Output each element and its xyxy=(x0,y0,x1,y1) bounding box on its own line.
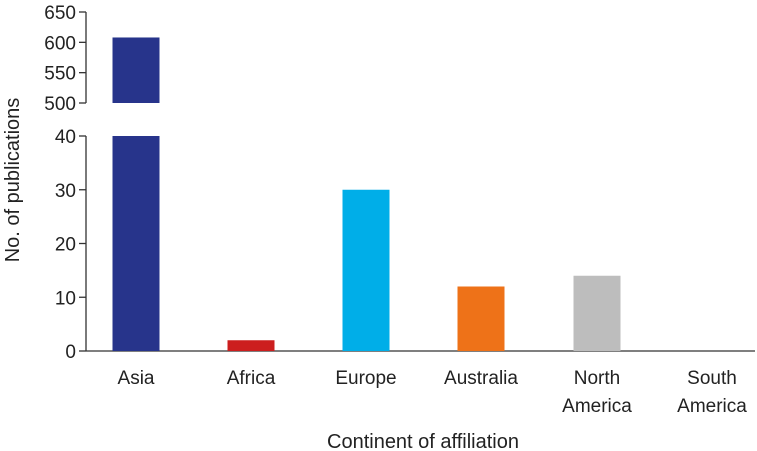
y-lower-tick-label-0: 0 xyxy=(65,342,76,363)
y-lower-tick-label-30: 30 xyxy=(55,181,76,202)
y-upper-tick-label-600: 600 xyxy=(44,33,76,54)
y-upper-tick-label-650: 650 xyxy=(44,3,76,24)
y-lower-tick-label-10: 10 xyxy=(55,288,76,309)
bars xyxy=(112,37,621,351)
bar-asia-upper xyxy=(112,37,160,104)
y-upper-tick-label-500: 500 xyxy=(44,94,76,115)
x-tick-label-north-america: North America xyxy=(562,368,632,417)
y-lower-tick-label-40: 40 xyxy=(55,127,76,148)
y-upper-tick-label-550: 550 xyxy=(44,64,76,85)
x-tick-label-australia: Australia xyxy=(444,368,518,389)
y-axis-upper: 500 550 600 650 xyxy=(44,3,87,115)
y-lower-tick-label-20: 20 xyxy=(55,235,76,256)
x-tick-label-asia: Asia xyxy=(118,368,155,389)
y-axis-lower: 0 10 20 30 40 xyxy=(55,127,87,363)
x-tick-label-africa: Africa xyxy=(227,368,276,389)
category-labels: Asia Africa Europe Australia North America Sou… xyxy=(118,368,748,417)
bar-asia xyxy=(112,136,160,351)
bar-africa xyxy=(227,340,275,351)
x-tick-label-europe: Europe xyxy=(335,368,396,389)
x-axis-title: Continent of affiliation xyxy=(327,431,519,451)
bar-europe xyxy=(342,189,390,351)
y-axis-title: No. of publications xyxy=(2,98,24,263)
x-tick-label-south-america: South America xyxy=(677,368,747,417)
bar-australia xyxy=(457,286,505,351)
bar-north-america xyxy=(573,275,621,351)
